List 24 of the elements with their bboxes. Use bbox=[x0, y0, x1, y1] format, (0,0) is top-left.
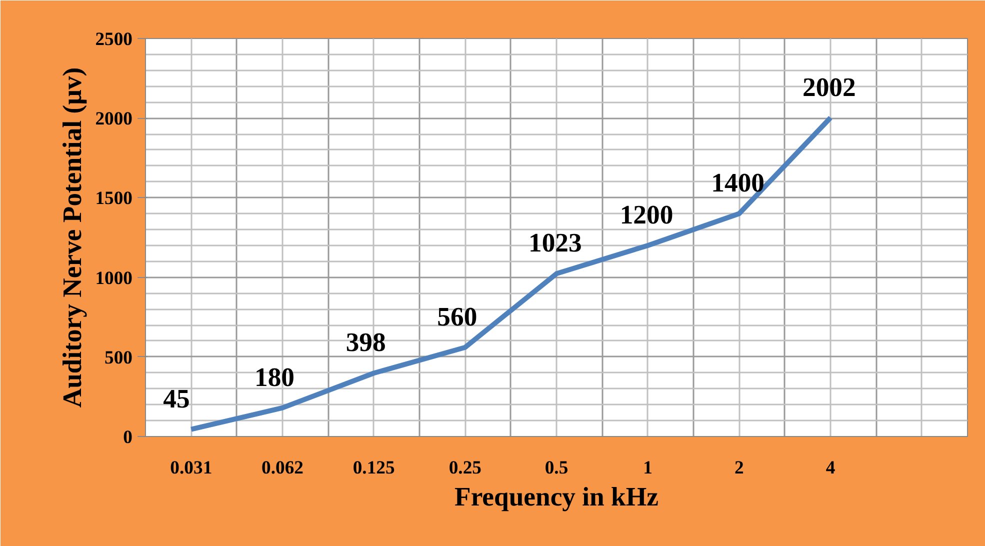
y-tick-label: 2500 bbox=[95, 29, 132, 50]
x-tick-label: 0.25 bbox=[448, 458, 482, 478]
y-tick-label: 1500 bbox=[95, 188, 132, 210]
x-tick-label: 0.5 bbox=[544, 458, 568, 478]
x-tick-label: 0.062 bbox=[262, 458, 304, 478]
x-tick-label: 0.031 bbox=[170, 458, 212, 478]
data-label: 1023 bbox=[528, 228, 582, 258]
data-label: 45 bbox=[163, 383, 190, 414]
y-axis-title: Auditory Nerve Potential (µv) bbox=[57, 67, 88, 408]
x-tick-label: 1 bbox=[643, 458, 652, 478]
x-axis-title: Frequency in kHz bbox=[454, 482, 659, 512]
data-label: 560 bbox=[437, 301, 478, 332]
y-tick-label: 0 bbox=[123, 427, 132, 448]
x-tick-label: 4 bbox=[826, 458, 836, 478]
y-tick-label: 1000 bbox=[95, 268, 132, 289]
data-label: 1200 bbox=[620, 199, 674, 230]
data-label: 398 bbox=[346, 327, 386, 358]
x-tick-label: 0.125 bbox=[352, 458, 395, 478]
x-tick-label: 2 bbox=[734, 458, 744, 478]
data-label: 2002 bbox=[802, 72, 856, 102]
data-label: 1400 bbox=[711, 168, 764, 198]
y-tick-label: 2000 bbox=[95, 108, 132, 130]
y-tick-label: 500 bbox=[104, 347, 132, 368]
data-label: 180 bbox=[254, 362, 294, 392]
